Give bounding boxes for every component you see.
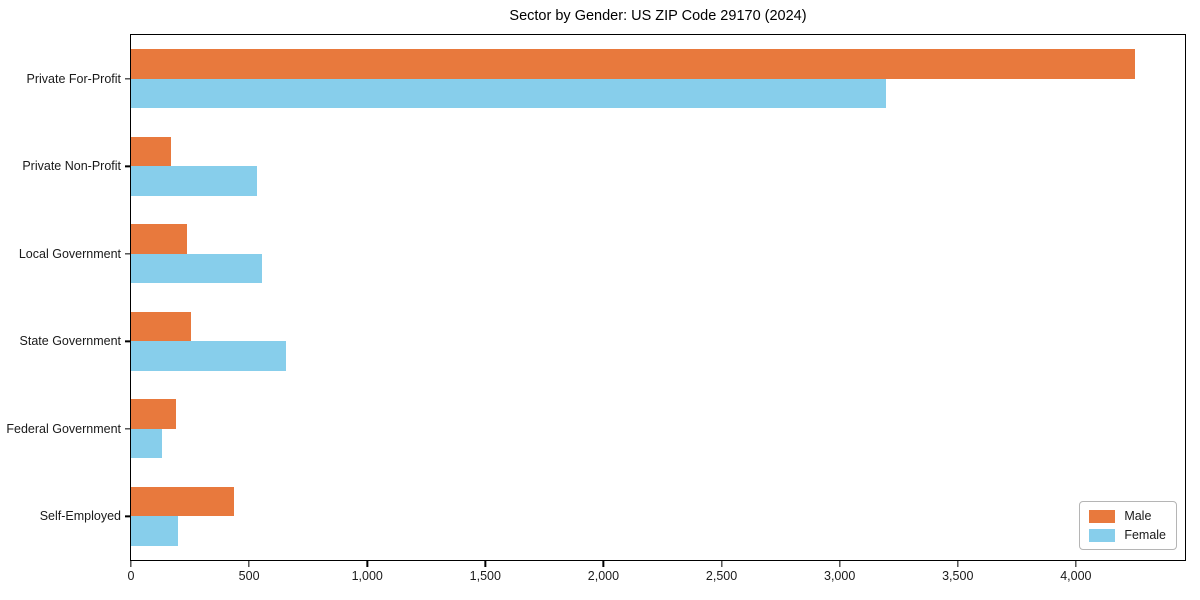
category-row-self-employed: Self-Employed xyxy=(40,473,1185,561)
x-tick-mark xyxy=(957,561,959,567)
legend-item-male: Male xyxy=(1089,509,1166,523)
x-tick-mark xyxy=(720,561,723,567)
x-tick-mark xyxy=(484,561,486,567)
bar-female-private-for-profit xyxy=(131,78,886,109)
x-tick-mark xyxy=(838,561,841,567)
category-row-local-government: Local Government xyxy=(19,210,1185,298)
x-tick-label: 500 xyxy=(238,569,260,583)
x-tick-label: 4,000 xyxy=(1060,569,1092,583)
y-axis-tick xyxy=(125,515,131,517)
bar-male-self-employed xyxy=(131,486,234,517)
y-axis-label-private-non-profit: Private Non-Profit xyxy=(22,159,121,174)
x-tick-label: 1,000 xyxy=(351,569,383,583)
bar-male-state-government xyxy=(131,311,192,342)
y-axis-tick xyxy=(125,253,131,255)
bar-male-private-for-profit xyxy=(131,49,1135,79)
x-tick-label: 1,500 xyxy=(469,569,501,583)
y-axis-label-state-government: State Government xyxy=(19,334,121,349)
category-row-state-government: State Government xyxy=(20,298,1185,386)
x-tick-label: 2,500 xyxy=(705,569,738,583)
male-swatch-icon xyxy=(1089,509,1116,523)
legend-label-female: Female xyxy=(1124,528,1166,542)
legend-label-male: Male xyxy=(1124,509,1152,523)
y-axis-label-private-for-profit: Private For-Profit xyxy=(26,71,121,86)
legend: Male Female xyxy=(1079,501,1177,550)
category-row-private-non-profit: Private Non-Profit xyxy=(22,123,1185,211)
y-axis-label-self-employed: Self-Employed xyxy=(39,509,121,524)
y-axis-tick xyxy=(125,78,131,80)
chart-title: Sector by Gender: US ZIP Code 29170 (202… xyxy=(509,8,807,24)
x-tick-label: 0 xyxy=(127,569,135,583)
x-tick-label: 3,000 xyxy=(824,569,856,583)
bar-male-federal-government xyxy=(131,399,176,429)
bar-female-local-government xyxy=(131,253,263,284)
category-row-private-for-profit: Private For-Profit xyxy=(27,35,1185,123)
category-row-federal-government: Federal Government xyxy=(6,385,1185,473)
x-axis: 0 500 1,000 1,500 2,000 2,500 3,000 3,500 4,000 xyxy=(127,560,1185,590)
bar-male-private-non-profit xyxy=(131,136,172,167)
bar-female-state-government xyxy=(131,341,286,371)
x-tick-mark xyxy=(366,561,368,567)
x-tick-mark xyxy=(1075,561,1077,567)
plot-area: Private For-Profit Private Non-Profit Loca… xyxy=(6,34,1186,583)
bar-female-private-non-profit xyxy=(131,166,258,196)
bar-male-local-government xyxy=(131,224,187,254)
x-tick-label: 3,500 xyxy=(942,569,974,583)
y-axis-label-local-government: Local Government xyxy=(18,246,121,261)
y-axis-label-federal-government: Federal Government xyxy=(6,421,121,436)
x-tick-label: 2,000 xyxy=(587,569,620,583)
y-axis-tick xyxy=(125,428,131,430)
y-axis-tick xyxy=(125,340,131,342)
bar-rows: Private For-Profit Private Non-Profit Loca… xyxy=(6,35,1185,561)
y-axis-tick xyxy=(125,165,131,167)
x-tick-mark xyxy=(602,561,605,567)
bar-female-federal-government xyxy=(131,428,162,459)
legend-item-female: Female xyxy=(1089,528,1166,542)
x-tick-mark xyxy=(130,561,132,567)
female-swatch-icon xyxy=(1089,528,1116,542)
x-tick-mark xyxy=(248,561,250,567)
bar-female-self-employed xyxy=(131,516,179,546)
